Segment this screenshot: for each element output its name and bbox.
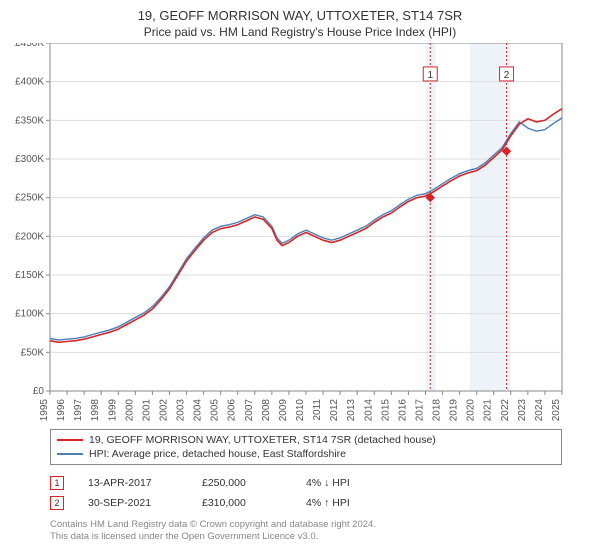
footnote-line1: Contains HM Land Registry data © Crown c…: [50, 519, 562, 531]
svg-text:£100K: £100K: [15, 309, 44, 320]
svg-text:1997: 1997: [73, 399, 84, 422]
svg-text:2022: 2022: [500, 399, 511, 422]
legend-swatch: [57, 439, 83, 441]
svg-text:2021: 2021: [483, 399, 494, 422]
svg-text:1998: 1998: [90, 399, 101, 422]
svg-text:2018: 2018: [432, 399, 443, 422]
svg-text:1996: 1996: [56, 399, 67, 422]
legend-item: 19, GEOFF MORRISON WAY, UTTOXETER, ST14 …: [57, 433, 555, 447]
svg-text:2001: 2001: [141, 399, 152, 422]
chart-svg: £0 £50K £100K £150K £200K £250K £300K £350K £400…: [0, 43, 600, 423]
chart-title: 19, GEOFF MORRISON WAY, UTTOXETER, ST14 …: [0, 0, 600, 23]
svg-text:£400K: £400K: [15, 77, 44, 88]
svg-text:2003: 2003: [176, 399, 187, 422]
svg-text:£0: £0: [33, 386, 45, 397]
sale-row: 2 30-SEP-2021 £310,000 4% ↑ HPI: [50, 493, 562, 513]
chart-area: £0 £50K £100K £150K £200K £250K £300K £350K £400…: [0, 43, 600, 423]
svg-text:2008: 2008: [261, 399, 272, 422]
svg-text:2025: 2025: [551, 399, 562, 422]
svg-text:2024: 2024: [534, 399, 545, 422]
footnote: Contains HM Land Registry data © Crown c…: [50, 519, 562, 544]
svg-text:2002: 2002: [158, 399, 169, 422]
legend-swatch: [57, 453, 83, 455]
sale-date: 30-SEP-2021: [88, 497, 178, 509]
sale-marker-icon: 2: [50, 496, 64, 510]
legend: 19, GEOFF MORRISON WAY, UTTOXETER, ST14 …: [50, 429, 562, 465]
svg-text:1999: 1999: [107, 399, 118, 422]
svg-text:1: 1: [427, 70, 433, 81]
svg-text:£350K: £350K: [15, 115, 44, 126]
svg-text:1995: 1995: [39, 399, 50, 422]
svg-text:2: 2: [504, 70, 510, 81]
svg-text:2006: 2006: [227, 399, 238, 422]
svg-text:£450K: £450K: [15, 43, 44, 49]
svg-text:2013: 2013: [346, 399, 357, 422]
svg-text:2017: 2017: [414, 399, 425, 422]
sale-price: £250,000: [202, 477, 282, 489]
svg-text:£250K: £250K: [15, 193, 44, 204]
svg-text:2005: 2005: [210, 399, 221, 422]
svg-text:£150K: £150K: [15, 270, 44, 281]
svg-text:2015: 2015: [380, 399, 391, 422]
chart-container: 19, GEOFF MORRISON WAY, UTTOXETER, ST14 …: [0, 0, 600, 560]
svg-text:2004: 2004: [193, 399, 204, 422]
footnote-line2: This data is licensed under the Open Gov…: [50, 531, 562, 543]
svg-text:2009: 2009: [278, 399, 289, 422]
sale-diff: 4% ↑ HPI: [306, 497, 376, 509]
svg-text:£200K: £200K: [15, 231, 44, 242]
svg-text:2014: 2014: [363, 399, 374, 422]
sales-table: 1 13-APR-2017 £250,000 4% ↓ HPI 2 30-SEP-2021…: [50, 473, 562, 513]
chart-subtitle: Price paid vs. HM Land Registry's House …: [0, 23, 600, 43]
svg-text:2019: 2019: [449, 399, 460, 422]
sale-price: £310,000: [202, 497, 282, 509]
svg-text:£50K: £50K: [21, 347, 45, 358]
sale-row: 1 13-APR-2017 £250,000 4% ↓ HPI: [50, 473, 562, 493]
svg-text:2010: 2010: [295, 399, 306, 422]
sale-diff: 4% ↓ HPI: [306, 477, 376, 489]
svg-text:2000: 2000: [124, 399, 135, 422]
sale-marker-icon: 1: [50, 476, 64, 490]
svg-text:2020: 2020: [466, 399, 477, 422]
svg-text:2023: 2023: [517, 399, 528, 422]
legend-label: HPI: Average price, detached house, East…: [89, 448, 346, 460]
sale-date: 13-APR-2017: [88, 477, 178, 489]
svg-text:2011: 2011: [312, 399, 323, 421]
svg-text:2016: 2016: [397, 399, 408, 422]
legend-item: HPI: Average price, detached house, East…: [57, 447, 555, 461]
svg-text:2007: 2007: [244, 399, 255, 422]
svg-text:2012: 2012: [329, 399, 340, 422]
legend-label: 19, GEOFF MORRISON WAY, UTTOXETER, ST14 …: [89, 434, 436, 446]
svg-text:£300K: £300K: [15, 154, 44, 165]
